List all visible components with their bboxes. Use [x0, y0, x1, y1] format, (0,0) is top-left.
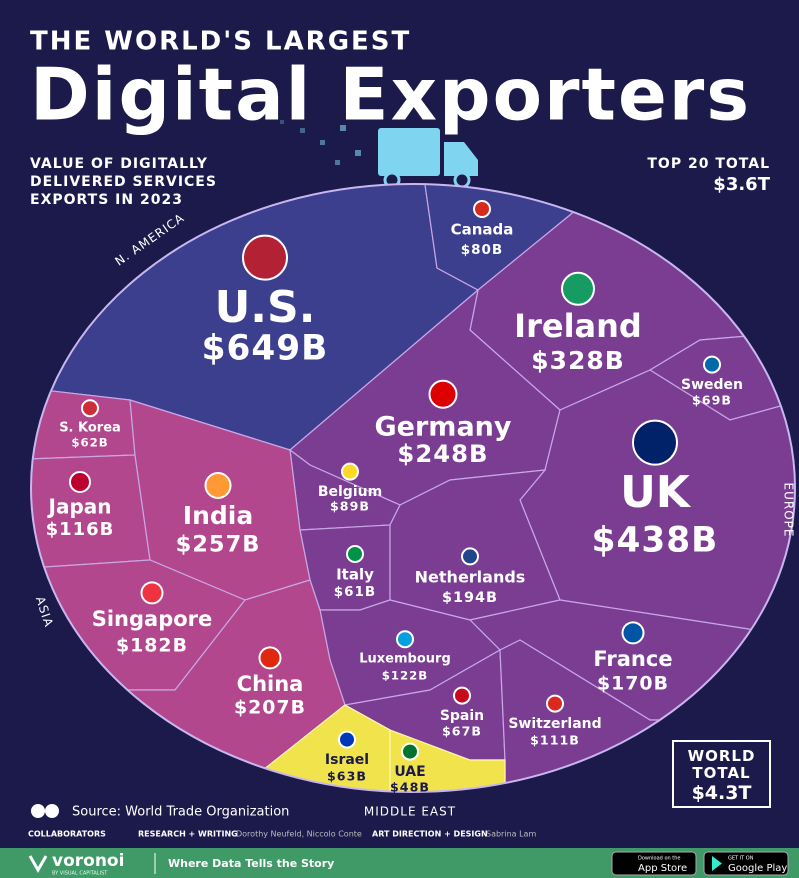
- flag: [69, 471, 91, 493]
- google-play-top: GET IT ON: [728, 856, 754, 862]
- country-name: Sweden: [681, 377, 743, 393]
- collab-name: Dorothy Neufeld, Niccolo Conte: [236, 830, 362, 839]
- value-label: $116B: [46, 519, 115, 540]
- tagline: Where Data Tells the Story: [168, 857, 334, 870]
- brand: voronoi: [52, 851, 124, 871]
- value-label: $207B: [234, 697, 306, 719]
- flag: [338, 730, 356, 749]
- country-name: Switzerland: [508, 716, 601, 732]
- flag: [473, 200, 491, 218]
- chart-title: Digital Exporters: [30, 53, 751, 137]
- country-name: Japan: [47, 495, 112, 519]
- flag: [461, 547, 479, 566]
- country-name: Germany: [375, 412, 512, 443]
- source: Source: World Trade Organization: [31, 804, 289, 820]
- region-label: MIDDLE EAST: [364, 805, 456, 819]
- value-label: $89B: [330, 499, 370, 514]
- value-label: $67B: [442, 724, 482, 739]
- subtitle: EXPORTS IN 2023: [30, 192, 183, 208]
- top-total-label: TOP 20 TOTAL: [647, 156, 770, 172]
- country-name: Spain: [440, 708, 484, 724]
- region-label: EUROPE: [782, 483, 796, 538]
- value-label: $182B: [116, 635, 188, 657]
- flag: [242, 234, 288, 281]
- country-name: Canada: [451, 221, 514, 239]
- flag: [81, 399, 99, 418]
- country-name: Belgium: [318, 484, 382, 500]
- country-name: France: [593, 647, 672, 671]
- flag: [561, 271, 595, 306]
- country-name: Luxembourg: [359, 652, 451, 667]
- app-store-top: Download on the: [638, 856, 680, 862]
- world-total-label: WORLD TOTAL: [687, 747, 756, 782]
- flag: [621, 621, 645, 645]
- value-label: $62B: [71, 436, 108, 450]
- value-label: $170B: [597, 673, 669, 695]
- value-label: $48B: [390, 780, 430, 795]
- flag: [258, 646, 282, 670]
- app-store-text: App Store: [638, 863, 687, 874]
- flag: [204, 472, 232, 499]
- top-total-value: $3.6T: [713, 174, 770, 195]
- flag: [341, 462, 359, 481]
- value-label: $63B: [327, 769, 367, 784]
- flag: [396, 630, 414, 649]
- source-text: Source: World Trade Organization: [72, 805, 289, 820]
- country-name: India: [183, 501, 253, 530]
- value-label: $61B: [334, 584, 376, 600]
- flag: [401, 742, 419, 761]
- country-name: Singapore: [92, 607, 213, 631]
- logo: [28, 855, 48, 874]
- country-name: UK: [620, 467, 692, 518]
- value-label: $122B: [382, 669, 428, 683]
- value-label: $69B: [692, 393, 732, 408]
- value-label: $438B: [592, 521, 719, 561]
- country-name: Netherlands: [415, 568, 526, 587]
- country-name: S. Korea: [59, 421, 121, 436]
- labels: U.S.$649B Canada $80B Ireland$328B Sweden$69…: [33, 200, 796, 819]
- collab-role: ART DIRECTION + DESIGN: [372, 830, 488, 839]
- collab-name: Sabrina Lam: [486, 830, 536, 839]
- value-label: $649B: [202, 329, 329, 369]
- kicker: THE WORLD'S LARGEST: [30, 27, 411, 57]
- flag: [703, 355, 721, 374]
- flag: [546, 694, 564, 713]
- brand-sub: BY VISUAL CAPITALIST: [52, 871, 108, 877]
- google-play-text: Google Play: [728, 863, 787, 874]
- flag: [428, 379, 458, 409]
- country-name: U.S.: [215, 282, 316, 333]
- value-label: $328B: [531, 346, 624, 375]
- world-total: WORLD TOTAL $4.3T: [672, 740, 771, 808]
- collab-role: RESEARCH + WRITING: [138, 830, 238, 839]
- google-play[interactable]: GET IT ON Google Play: [703, 851, 789, 876]
- flag: [346, 545, 364, 563]
- subtitle: DELIVERED SERVICES: [30, 174, 217, 190]
- country-name: Israel: [325, 752, 369, 768]
- world-total-value: $4.3T: [691, 782, 752, 804]
- country-name: Italy: [336, 566, 374, 584]
- country-name: UAE: [394, 764, 425, 780]
- app-store[interactable]: Download on the App Store: [611, 851, 697, 876]
- value-label: $80B: [461, 242, 503, 258]
- flag: [140, 581, 164, 605]
- flag: [453, 686, 471, 705]
- country-name: China: [237, 672, 304, 696]
- truck: [280, 120, 478, 189]
- flag: [632, 419, 678, 466]
- country-name: Ireland: [514, 307, 642, 345]
- region-label: ASIA: [33, 595, 56, 629]
- value-label: $257B: [176, 532, 261, 558]
- outline: [30, 183, 796, 793]
- value-label: $111B: [530, 733, 580, 748]
- value-label: $248B: [397, 439, 488, 468]
- value-label: $194B: [442, 590, 498, 606]
- collab: COLLABORATORS: [28, 830, 106, 839]
- subtitle: VALUE OF DIGITALLY: [30, 156, 208, 172]
